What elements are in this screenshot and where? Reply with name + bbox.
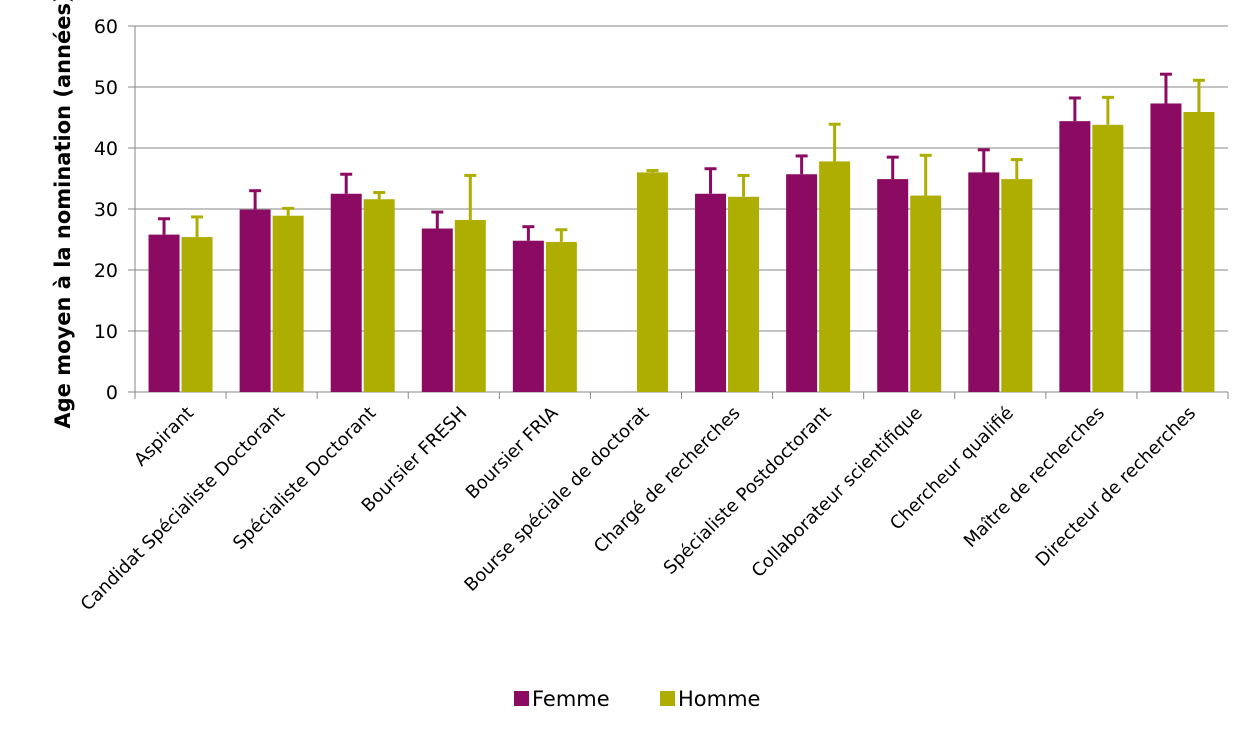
bar-femme xyxy=(330,193,362,392)
bar-homme xyxy=(454,219,486,392)
x-category-label: Boursier FRIA xyxy=(462,402,563,503)
bar-femme xyxy=(786,174,818,392)
legend-label-femme: Femme xyxy=(532,687,610,711)
y-tick-label: 10 xyxy=(94,321,118,343)
legend-label-homme: Homme xyxy=(678,687,760,711)
bar-homme xyxy=(1001,179,1033,392)
axes xyxy=(128,25,1229,399)
y-tick-label: 60 xyxy=(94,16,118,38)
error-bars xyxy=(158,72,1205,242)
bar-homme xyxy=(636,172,668,392)
bar-homme xyxy=(363,199,395,392)
legend: Femme Homme xyxy=(514,687,760,711)
y-tick-label: 30 xyxy=(94,199,118,221)
bar-femme xyxy=(148,234,180,392)
x-category-label: Candidat Spécialiste Doctorant xyxy=(77,403,289,615)
x-category-label: Collaborateur scientifique xyxy=(748,403,927,582)
bar-femme xyxy=(877,179,909,392)
y-tick-label: 50 xyxy=(94,77,118,99)
bar-homme xyxy=(1092,124,1124,392)
bar-homme xyxy=(728,196,760,392)
bar-femme xyxy=(968,172,1000,392)
x-category-label: Directeur de recherches xyxy=(1032,403,1200,571)
bar-homme xyxy=(272,215,304,392)
y-tick-label: 40 xyxy=(94,138,118,160)
gridlines xyxy=(135,25,1228,332)
bar-femme xyxy=(239,209,271,392)
legend-swatch-homme xyxy=(660,691,675,706)
x-category-label: Chargé de recherches xyxy=(590,403,745,558)
bar-homme xyxy=(819,161,851,392)
bar-femme xyxy=(695,193,727,392)
x-category-label: Bourse spéciale de doctorat xyxy=(460,403,653,596)
bar-femme xyxy=(1059,121,1091,392)
x-category-label: Spécialiste Postdoctorant xyxy=(660,403,836,579)
y-tick-label: 0 xyxy=(106,382,118,404)
bar-femme xyxy=(512,240,544,392)
bar-femme xyxy=(1150,103,1182,392)
legend-swatch-femme xyxy=(514,691,529,706)
y-tick-label: 20 xyxy=(94,260,118,282)
bar-homme xyxy=(545,241,577,392)
bar-homme xyxy=(1183,112,1215,392)
y-axis-label: Age moyen à la nomination (années) xyxy=(51,0,75,429)
bar-homme xyxy=(181,237,213,392)
y-tick-labels: 0 10 20 30 40 50 60 xyxy=(94,16,118,404)
bars xyxy=(148,103,1215,392)
bar-homme xyxy=(910,195,942,392)
x-category-label: Aspirant xyxy=(130,403,198,471)
bar-femme xyxy=(421,228,453,392)
